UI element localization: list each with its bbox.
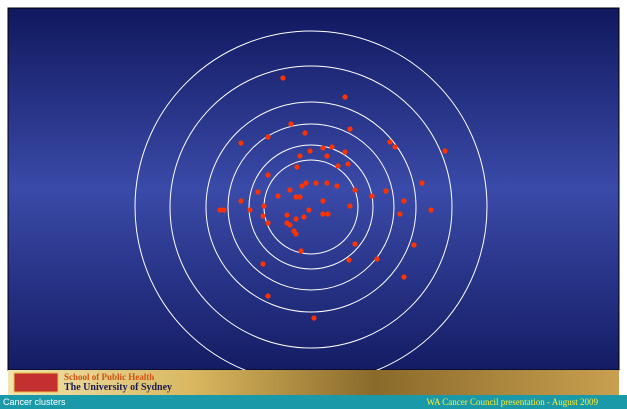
point <box>297 194 303 200</box>
point <box>293 231 299 237</box>
point <box>311 315 317 321</box>
point <box>320 145 326 151</box>
point <box>265 172 271 178</box>
point <box>320 198 326 204</box>
point <box>294 164 300 170</box>
point <box>306 207 312 213</box>
point <box>265 220 271 226</box>
logo-line2: The University of Sydney <box>64 382 172 393</box>
crest <box>13 372 59 393</box>
point <box>288 121 294 127</box>
point <box>221 207 227 213</box>
point <box>419 180 425 186</box>
point <box>329 144 335 150</box>
point <box>352 187 358 193</box>
point <box>287 187 293 193</box>
point <box>342 94 348 100</box>
ring <box>227 123 395 291</box>
logo-line1: School of Public Health <box>64 372 154 382</box>
point <box>238 140 244 146</box>
point <box>284 212 290 218</box>
point <box>275 193 281 199</box>
point <box>442 148 448 154</box>
point <box>347 126 353 132</box>
point <box>369 193 375 199</box>
point <box>247 207 253 213</box>
point <box>280 75 286 81</box>
point <box>265 293 271 299</box>
point <box>342 149 348 155</box>
point <box>428 207 434 213</box>
point <box>260 261 266 267</box>
point <box>261 203 267 209</box>
banner <box>8 370 619 395</box>
point <box>260 213 266 219</box>
point <box>347 203 353 209</box>
point <box>346 257 352 263</box>
point <box>401 198 407 204</box>
point <box>299 183 305 189</box>
point <box>383 188 389 194</box>
point <box>293 216 299 222</box>
ring <box>169 65 453 349</box>
point <box>297 153 303 159</box>
point <box>255 189 261 195</box>
point <box>298 248 304 254</box>
point <box>313 180 319 186</box>
point <box>325 211 331 217</box>
point <box>411 242 417 248</box>
point <box>293 194 299 200</box>
point <box>324 153 330 159</box>
footer-right: WA Cancer Council presentation - August … <box>427 397 599 407</box>
point <box>287 222 293 228</box>
plot <box>134 30 488 384</box>
point <box>217 207 223 213</box>
footer-left: Cancer clusters <box>3 397 66 407</box>
point <box>392 144 398 150</box>
point <box>401 274 407 280</box>
point <box>324 180 330 186</box>
ring <box>248 144 374 270</box>
point <box>320 211 326 217</box>
point <box>265 134 271 140</box>
point <box>307 148 313 154</box>
point <box>352 241 358 247</box>
slide-background <box>7 7 620 371</box>
ring <box>205 101 417 313</box>
point <box>387 139 393 145</box>
point <box>238 198 244 204</box>
point <box>302 130 308 136</box>
point <box>303 180 309 186</box>
point <box>345 161 351 167</box>
point <box>335 163 341 169</box>
point <box>334 183 340 189</box>
point <box>374 256 380 262</box>
point <box>301 214 307 220</box>
footer-bar <box>0 395 627 409</box>
point <box>397 211 403 217</box>
